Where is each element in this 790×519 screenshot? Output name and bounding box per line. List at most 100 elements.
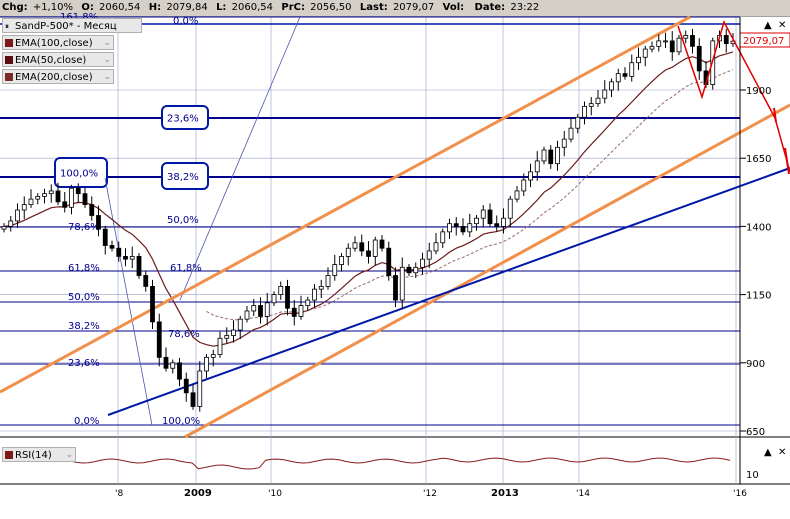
candle-body [501,217,506,227]
candle-body [305,299,311,306]
candle-body [318,286,324,290]
fib-label: 0,0% [173,16,198,27]
candle-body [332,264,338,276]
candle-body [264,302,270,317]
candle-body [163,356,169,369]
candle-body [204,356,209,372]
y-tick-label: 1400 [746,222,771,233]
candle-body [217,337,223,356]
candle-body [507,198,513,219]
candle-body [224,335,230,339]
legend-ema100[interactable]: EMA(100,close) ⌄ [2,35,114,50]
candle-body [528,171,533,181]
candle-body [440,231,446,244]
candle-body [123,256,128,260]
candle-body [629,62,635,77]
legend-ema50[interactable]: EMA(50,close) ⌄ [2,52,114,67]
candle-body [55,190,61,203]
candle-body [1,225,7,230]
candle-body [386,247,392,276]
fibonacci-levels: 161,8% 0,0% 50,0% 78,6% 61,8% 50,0% 38,2% 23,6%… [0,12,740,427]
candle-body [231,329,236,336]
candle-body [89,204,95,216]
candle-body [372,239,378,257]
candle-body [190,392,196,407]
candle-body [62,201,68,208]
candle-body [649,45,655,50]
x-tick-label: 2009 [184,488,212,499]
candle-body [210,354,216,358]
candle-body [487,209,493,225]
candle-body [237,318,243,331]
channel-upper-line [0,15,691,394]
annotations: 2079,07 ▲ ✕ ▲ ✕ [677,20,790,458]
fib-label: 78,6% [168,329,200,340]
instrument-label[interactable]: ⏸ SandP-500* - Месяц [2,18,142,33]
rsi-line [69,457,731,470]
candle-body [345,247,351,257]
fib-label: 61,8% [68,263,100,274]
candle-body [8,220,14,227]
time-axis: '8 2009 '10 '12 2013 '14 '16 [115,488,747,499]
candle-body [636,56,641,64]
candle-body [291,307,297,317]
candle-body [663,40,668,43]
candle-body [116,247,122,257]
candle-body [82,193,88,205]
candle-body [595,97,601,105]
candle-body [399,266,405,301]
last-price-label: 2079,07 [743,36,784,47]
candle-body [467,223,473,233]
candle-body [642,48,648,58]
candle-body [541,149,547,162]
candle-body [339,256,344,265]
candle-body [298,305,304,317]
candle-body [656,40,662,47]
candle-body [723,35,729,45]
rsi-tick-label: 10 [746,470,759,481]
fib-label: 78,6% [68,222,100,233]
x-tick-label: '12 [423,489,437,499]
candle-body [278,286,284,295]
candle-body [453,223,459,227]
candle-body [480,209,486,219]
fib-label: 100,0% [162,416,200,427]
legend-ema200[interactable]: EMA(200,close) ⌄ [2,69,114,84]
candle-body [35,195,41,200]
candle-body [460,225,466,233]
price-axis: 650 900 1150 1400 1650 1900 [739,17,771,438]
candle-body [109,245,115,249]
scroll-up-icon: ▲ [764,20,772,31]
fib-box [161,105,209,130]
projection-arrow [784,147,790,175]
candlestick-series [1,28,736,412]
candle-body [102,228,108,246]
candle-body [393,275,398,301]
support-trendline [107,167,790,416]
candle-body [143,275,149,287]
fib-boxed-label: 100,0% [60,169,98,180]
trend-channel [0,15,790,439]
candle-body [406,266,412,274]
candle-body [69,187,74,208]
candle-body [447,223,452,233]
fib-diag-line [179,16,301,301]
candle-body [15,209,20,222]
legend-rsi[interactable]: RSI(14) ⌄ [2,447,76,462]
candle-body [426,250,432,260]
candle-body [433,242,439,252]
x-tick-label: '8 [115,489,123,499]
candle-body [359,242,365,252]
candle-body [251,305,257,312]
channel-lower-line [184,103,790,439]
fib-label: 50,0% [68,292,100,303]
fib-diag-line [104,177,153,426]
candle-body [379,239,385,249]
quote-bar: Chg: +1,10% O: 2060,54 H: 2079,84 L: 206… [0,0,790,17]
candle-body [676,37,682,53]
candle-body [609,81,614,91]
candle-body [258,305,263,317]
candle-body [474,217,479,225]
y-tick-label: 1150 [746,291,771,302]
